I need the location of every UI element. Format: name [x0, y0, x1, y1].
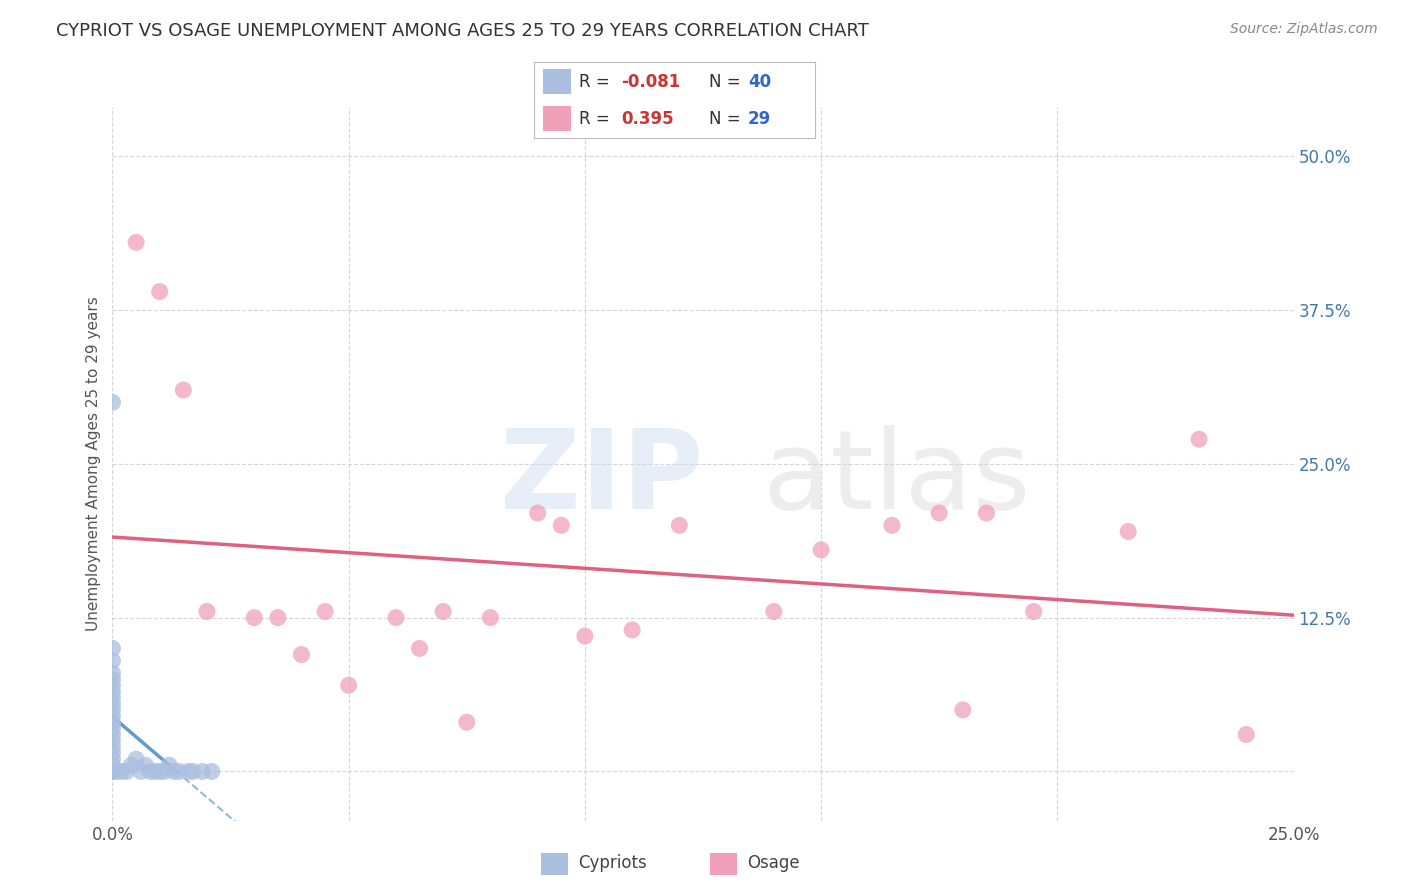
- Point: [101, 709, 124, 723]
- Point: [101, 758, 124, 772]
- Point: [101, 690, 124, 705]
- FancyBboxPatch shape: [710, 853, 737, 875]
- Point: [456, 715, 478, 730]
- Point: [181, 764, 204, 779]
- Point: [101, 697, 124, 711]
- Point: [167, 764, 190, 779]
- Point: [550, 518, 572, 533]
- Point: [191, 764, 214, 779]
- Point: [314, 605, 336, 619]
- Text: 0.395: 0.395: [621, 110, 673, 128]
- Point: [115, 764, 138, 779]
- Point: [408, 641, 430, 656]
- Point: [479, 610, 502, 624]
- Point: [385, 610, 408, 624]
- Point: [195, 605, 218, 619]
- Point: [101, 733, 124, 747]
- FancyBboxPatch shape: [543, 105, 571, 130]
- Text: -0.081: -0.081: [621, 73, 681, 91]
- Point: [125, 752, 148, 766]
- Point: [101, 722, 124, 736]
- Text: 40: 40: [748, 73, 770, 91]
- Text: atlas: atlas: [762, 425, 1031, 532]
- Point: [149, 764, 172, 779]
- Point: [290, 648, 312, 662]
- Point: [267, 610, 290, 624]
- Point: [101, 739, 124, 754]
- Text: ZIP: ZIP: [499, 425, 703, 532]
- Point: [243, 610, 266, 624]
- Point: [101, 395, 124, 409]
- Y-axis label: Unemployment Among Ages 25 to 29 years: Unemployment Among Ages 25 to 29 years: [86, 296, 101, 632]
- Text: R =: R =: [579, 110, 620, 128]
- Point: [125, 235, 148, 250]
- Point: [762, 605, 785, 619]
- Point: [101, 665, 124, 680]
- Point: [1116, 524, 1139, 539]
- Point: [153, 764, 176, 779]
- FancyBboxPatch shape: [541, 853, 568, 875]
- Point: [526, 506, 548, 520]
- Point: [101, 715, 124, 730]
- Point: [163, 764, 186, 779]
- Point: [101, 727, 124, 741]
- Text: 29: 29: [748, 110, 772, 128]
- Point: [101, 684, 124, 698]
- Text: Source: ZipAtlas.com: Source: ZipAtlas.com: [1230, 22, 1378, 37]
- Point: [135, 758, 157, 772]
- Point: [1234, 727, 1257, 741]
- Point: [101, 746, 124, 760]
- Point: [432, 605, 454, 619]
- Text: N =: N =: [709, 73, 745, 91]
- Point: [101, 703, 124, 717]
- Text: R =: R =: [579, 73, 616, 91]
- Point: [1022, 605, 1045, 619]
- Point: [129, 764, 152, 779]
- Point: [574, 629, 596, 643]
- Point: [111, 764, 134, 779]
- Point: [101, 764, 124, 779]
- Point: [621, 623, 644, 637]
- Point: [337, 678, 360, 692]
- Point: [101, 641, 124, 656]
- Text: Osage: Osage: [747, 854, 800, 872]
- Point: [105, 764, 128, 779]
- FancyBboxPatch shape: [543, 70, 571, 95]
- Point: [880, 518, 903, 533]
- Point: [177, 764, 200, 779]
- Point: [668, 518, 690, 533]
- Point: [101, 672, 124, 686]
- Point: [101, 764, 124, 779]
- Point: [976, 506, 998, 520]
- Point: [120, 758, 142, 772]
- Text: N =: N =: [709, 110, 745, 128]
- Point: [1188, 432, 1211, 446]
- Point: [143, 764, 166, 779]
- Text: Cypriots: Cypriots: [578, 854, 647, 872]
- Point: [101, 764, 124, 779]
- Point: [101, 752, 124, 766]
- Point: [101, 654, 124, 668]
- Text: CYPRIOT VS OSAGE UNEMPLOYMENT AMONG AGES 25 TO 29 YEARS CORRELATION CHART: CYPRIOT VS OSAGE UNEMPLOYMENT AMONG AGES…: [56, 22, 869, 40]
- Point: [952, 703, 974, 717]
- Point: [810, 543, 832, 558]
- Point: [139, 764, 162, 779]
- Point: [201, 764, 224, 779]
- Point: [172, 383, 194, 397]
- Point: [928, 506, 950, 520]
- Point: [101, 678, 124, 692]
- Point: [157, 758, 180, 772]
- Point: [149, 285, 172, 299]
